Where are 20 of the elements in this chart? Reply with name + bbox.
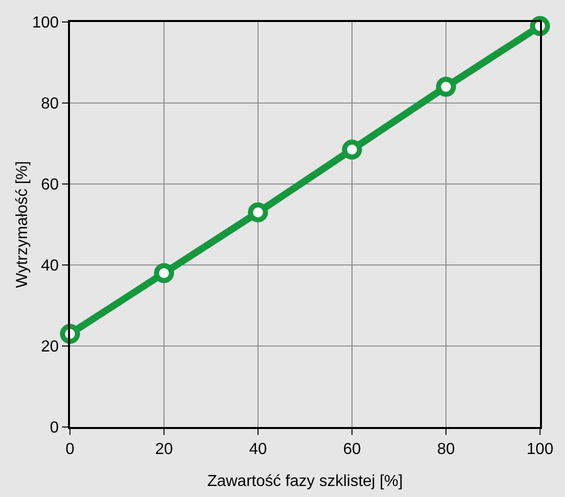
y-tick-label: 80 [41, 96, 59, 113]
x-tick-label: 100 [526, 441, 554, 458]
x-tick-label: 20 [155, 441, 173, 458]
y-tick-label: 100 [32, 14, 59, 32]
x-axis-title: Zawartość fazy szklistej [%] [207, 473, 403, 490]
x-tick-label: 0 [66, 441, 75, 458]
x-tick-label: 40 [249, 441, 267, 458]
point [154, 263, 174, 284]
point [60, 324, 80, 344]
y-tick-label: 60 [41, 176, 59, 194]
x-tick-label: 80 [437, 441, 455, 458]
y-tick-label: 0 [50, 420, 59, 437]
point [248, 202, 268, 222]
x-tick-label: 60 [343, 441, 361, 458]
point [530, 16, 550, 36]
point [342, 140, 362, 160]
point [436, 76, 456, 97]
y-tick-label: 40 [41, 258, 59, 275]
y-axis-title: Wytrzymałość [%] [14, 161, 31, 288]
y-tick-label: 20 [41, 338, 59, 356]
